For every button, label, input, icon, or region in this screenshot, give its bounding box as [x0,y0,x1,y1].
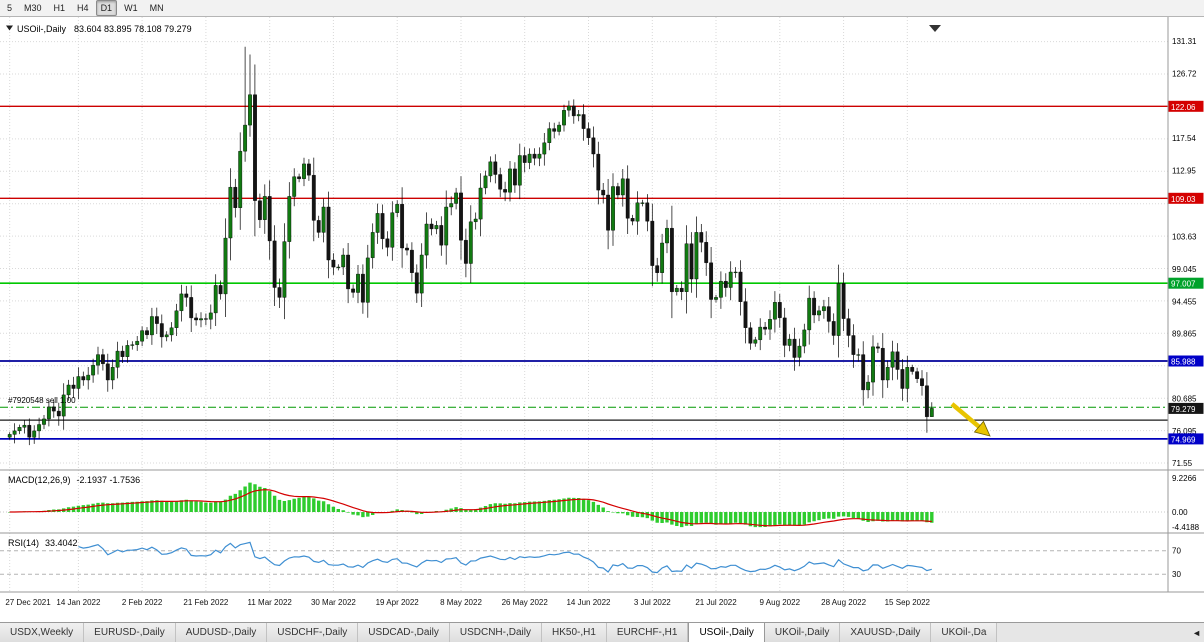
date-axis-label: 9 Aug 2022 [760,598,801,607]
macd-histogram [7,482,934,528]
chart-tab-ukoil-daily[interactable]: UKOil-,Daily [764,623,841,642]
timeframe-button-d1[interactable]: D1 [95,0,118,16]
price-axis-label: 89.865 [1172,330,1197,339]
price-axis-label: 99.045 [1172,265,1197,274]
rsi-scale-label: 70 [1172,547,1181,556]
price-axis-label: 112.95 [1172,167,1196,176]
rsi-name: RSI(14) [8,538,39,548]
tabs-scroll-left-icon[interactable]: ◄ [1192,628,1201,638]
date-axis-label: 8 May 2022 [440,598,482,607]
rsi-scale-label: 30 [1172,570,1181,579]
timeframe-toolbar: 5 M30 H1 H4 D1 W1 MN [0,0,1204,17]
price-badge-label: 109.03 [1171,195,1196,204]
chart-ohlc-values: 83.604 83.895 78.108 79.279 [74,24,192,34]
trend-arrow-head [973,420,991,437]
date-axis-label: 2 Feb 2022 [122,598,163,607]
timeframe-button-w1[interactable]: W1 [124,3,138,13]
date-axis-label: 21 Jul 2022 [695,598,737,607]
macd-scale-top: 9.2266 [1172,474,1197,483]
chart-tab-audusd-daily[interactable]: AUDUSD-,Daily [175,623,268,642]
position-label: #7920548 sell 1.00 [8,396,76,405]
chart-tab-hk50-h1[interactable]: HK50-,H1 [541,623,607,642]
price-axis-label: 126.72 [1172,69,1197,78]
price-badge-label: 97.007 [1171,280,1196,289]
date-axis-label: 27 Dec 2021 [5,598,51,607]
date-axis-label: 21 Feb 2022 [183,598,228,607]
date-axis-label: 15 Sep 2022 [885,598,931,607]
chart-tab-usoil-daily[interactable]: USOil-,Daily [688,623,765,642]
timeframe-button-m30[interactable]: M30 [24,3,42,13]
price-badge-label: 79.279 [1171,405,1196,414]
symbol-dropdown-icon[interactable] [6,25,13,31]
macd-values: -2.1937 -1.7536 [77,475,141,485]
price-badge [1168,402,1204,414]
chart-tab-ukoil-da[interactable]: UKOil-,Da [931,623,998,642]
price-axis-label: 94.455 [1172,297,1197,306]
chart-tabs-bar: USDX,Weekly EURUSD-,Daily AUDUSD-,Daily USD… [0,622,1204,642]
price-axis-label: 71.55 [1172,459,1193,468]
bear-candles [27,94,929,438]
price-axis-label: 76.095 [1172,427,1197,436]
price-chart[interactable]: 131.31 126.72 117.54 112.95 103.63 99.045 94.4… [0,17,1204,622]
chart-tab-eurchf-h1[interactable]: EURCHF-,H1 [606,623,689,642]
chart-tab-usdcnh-daily[interactable]: USDCNH-,Daily [449,623,542,642]
chart-tab-usdchf-daily[interactable]: USDCHF-,Daily [267,623,359,642]
macd-scale-bottom: -4.4188 [1172,523,1200,532]
date-axis-label: 30 Mar 2022 [311,598,356,607]
chart-tab-usdcad-daily[interactable]: USDCAD-,Daily [358,623,450,642]
timeframe-button-h4[interactable]: H4 [77,3,89,13]
chart-title: USOil-,Daily 83.604 83.895 78.108 79.279 [17,24,192,34]
chart-tab-usdx-weekly[interactable]: USDX,Weekly [0,623,85,642]
price-axis-label: 80.685 [1172,395,1197,404]
price-badge-label: 122.06 [1171,103,1196,112]
date-axis-label: 26 May 2022 [502,598,549,607]
chart-tab-eurusd-daily[interactable]: EURUSD-,Daily [84,623,176,642]
timeframe-button-h1[interactable]: H1 [53,3,66,13]
price-badge [1168,192,1204,204]
timeframe-button-5[interactable]: 5 [7,3,13,13]
rsi-label: RSI(14) 33.4042 [8,538,78,548]
bull-candles [7,94,934,438]
price-badge-label: 85.988 [1171,358,1196,367]
price-badge [1168,100,1204,112]
macd-scale-zero: 0.00 [1172,508,1188,517]
date-axis-label: 28 Aug 2022 [821,598,866,607]
chart-layers: 131.31 126.72 117.54 112.95 103.63 99.045 94.4… [0,17,1204,607]
macd-name: MACD(12,26,9) [8,475,71,485]
date-axis-label: 11 Mar 2022 [248,598,293,607]
date-axis-label: 3 Jul 2022 [634,598,671,607]
price-axis-label: 103.63 [1172,233,1197,242]
macd-label: MACD(12,26,9) -2.1937 -1.7536 [8,475,140,485]
price-badge [1168,355,1204,367]
chart-symbol-period: USOil-,Daily [17,24,67,34]
date-axis-label: 14 Jan 2022 [56,598,101,607]
rsi-value: 33.4042 [45,538,78,548]
price-badge-label: 74.969 [1171,435,1196,444]
chart-shift-marker [929,25,941,32]
macd-signal-line [9,489,932,527]
price-axis-label: 131.31 [1172,37,1197,46]
rsi-line [78,541,932,574]
timeframe-button-mn[interactable]: MN [149,3,164,13]
price-badge [1168,433,1204,445]
price-axis-label: 117.54 [1172,134,1196,143]
date-axis-label: 14 Jun 2022 [566,598,611,607]
chart-tab-xauusd-daily[interactable]: XAUUSD-,Daily [840,623,932,642]
trend-arrow-shaft [950,402,985,432]
price-badge [1168,277,1204,289]
grid-horizontal [0,41,1168,464]
grid-vertical [9,17,908,592]
date-axis-label: 19 Apr 2022 [376,598,420,607]
